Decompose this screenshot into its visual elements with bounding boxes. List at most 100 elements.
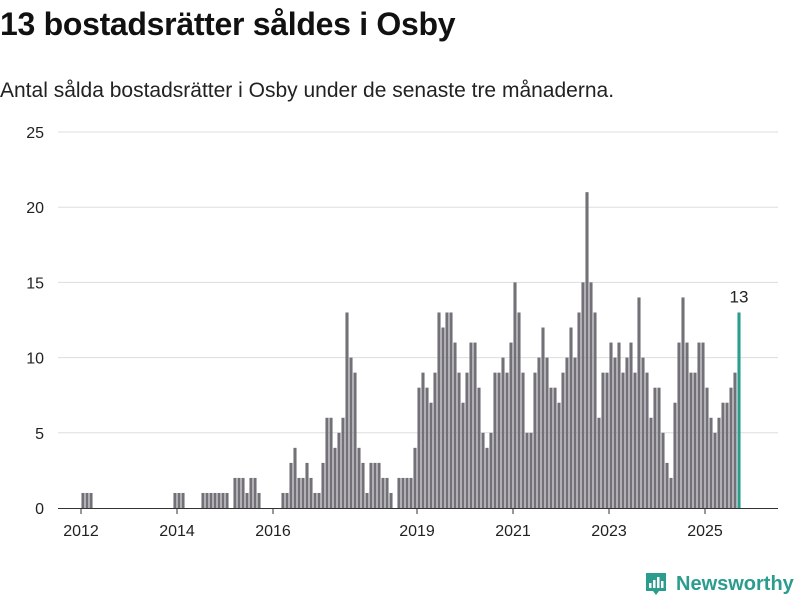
bar [609,342,613,508]
bar [693,372,697,508]
bar [433,372,437,508]
x-tick-label: 2012 [63,523,99,540]
bar [289,462,293,508]
bar [733,372,737,508]
bar [445,312,449,508]
bar [581,282,585,508]
bar [233,477,237,508]
bar [517,312,521,508]
bar [533,372,537,508]
bar [209,492,213,508]
bar [285,492,289,508]
bar [569,327,573,508]
bar [649,417,653,508]
bar [461,402,465,508]
bar [701,342,705,508]
bar [365,492,369,508]
bar [485,447,489,508]
bar [333,447,337,508]
bar [317,492,321,508]
bar [573,357,577,508]
newsworthy-brand: Newsworthy [644,568,794,600]
bar [713,432,717,508]
bar [357,447,361,508]
bar [337,432,341,508]
bar [409,477,413,508]
bar [605,372,609,508]
x-tick-label: 2019 [399,523,435,540]
y-tick-label: 25 [26,125,44,142]
bar [181,492,185,508]
bar [453,342,457,508]
bar [689,372,693,508]
brand-name: Newsworthy [676,572,794,595]
y-tick-label: 0 [35,501,44,518]
bar [681,297,685,508]
bar [541,327,545,508]
bar [313,492,317,508]
bar [513,282,517,508]
x-tick-label: 2014 [159,523,195,540]
bar [309,477,313,508]
latest-value-label: 13 [730,287,749,306]
bar [577,312,581,508]
bar [321,462,325,508]
bar [473,342,477,508]
bar [629,342,633,508]
bar [381,477,385,508]
bar [465,372,469,508]
bar [397,477,401,508]
bar [545,357,549,508]
newsworthy-logo-icon [646,573,666,595]
bar [329,417,333,508]
y-tick-label: 15 [26,275,44,292]
bar [565,357,569,508]
bar [653,387,657,508]
bar [205,492,209,508]
bar [641,357,645,508]
bar [717,417,721,508]
bar [225,492,229,508]
bar [597,417,601,508]
bar [657,387,661,508]
bar [509,342,513,508]
bar [561,372,565,508]
bar [585,192,589,508]
x-tick-label: 2016 [255,523,291,540]
bar [237,477,241,508]
bar [377,462,381,508]
bar-latest [737,312,741,508]
bar [177,492,181,508]
bar [601,372,605,508]
bar [673,402,677,508]
bar [677,342,681,508]
bar [625,357,629,508]
bar [281,492,285,508]
bar [469,342,473,508]
bar [505,372,509,508]
bar [725,402,729,508]
bar [537,357,541,508]
bar [221,492,225,508]
bar [385,477,389,508]
bar [685,342,689,508]
bar [553,387,557,508]
bar [521,372,525,508]
bar [341,417,345,508]
x-tick-label: 2021 [495,523,531,540]
bar [497,372,501,508]
bar [353,372,357,508]
bar [305,462,309,508]
bar [425,387,429,508]
bar [361,462,365,508]
y-tick-label: 5 [35,426,44,443]
bar [85,492,89,508]
bar [709,417,713,508]
bar [529,432,533,508]
bar [477,387,481,508]
bar [245,492,249,508]
bar [213,492,217,508]
bar [613,357,617,508]
bar [441,327,445,508]
